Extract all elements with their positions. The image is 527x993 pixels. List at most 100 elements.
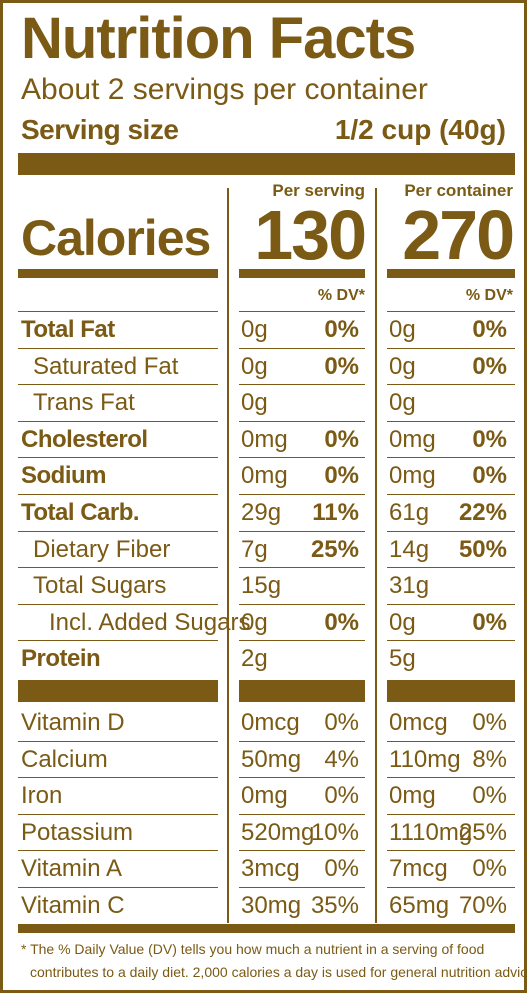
container-dv: 0% — [472, 352, 507, 380]
container-amount: 110mg — [389, 745, 461, 773]
row-separator — [18, 384, 218, 386]
row-separator — [387, 640, 515, 642]
row-separator — [18, 777, 218, 779]
container-amount: 0mg — [389, 425, 436, 453]
container-dv: 0% — [472, 425, 507, 453]
nutrient-name: Total Sugars — [33, 572, 167, 600]
container-amount: 61g — [389, 499, 430, 526]
servings-per-container: About 2 servings per container — [21, 73, 428, 106]
row-separator — [239, 384, 365, 386]
column-divider-right — [375, 188, 377, 923]
serving-dv: 10% — [310, 818, 359, 846]
row-separator — [387, 457, 515, 459]
dv-header-serving: % DV* — [317, 287, 365, 304]
serving-dv: 0% — [324, 855, 359, 883]
container-amount: 0g — [389, 352, 416, 380]
row-separator — [18, 530, 218, 532]
container-amount: 0mg — [389, 782, 436, 810]
serving-size-value: 1/2 cup (40g) — [334, 114, 506, 145]
container-dv: 0% — [472, 855, 507, 883]
row-separator — [239, 813, 365, 815]
serving-dv: 0% — [324, 608, 359, 636]
serving-amount: 0g — [241, 608, 268, 636]
container-dv: 0% — [472, 316, 507, 343]
nutrient-name: Protein — [21, 645, 101, 673]
nutrient-name: Dietary Fiber — [33, 535, 171, 563]
serving-amount: 0g — [241, 352, 268, 380]
serving-dv: 0% — [324, 316, 359, 343]
serving-amount: 15g — [241, 572, 282, 600]
serving-amount: 0g — [241, 389, 268, 417]
row-separator — [387, 887, 515, 888]
container-dv: 0% — [472, 462, 507, 490]
nutrient-name: Total Carb. — [21, 499, 140, 526]
serving-amount: 3mcg — [241, 855, 300, 883]
row-separator — [239, 740, 365, 742]
container-amount: 0g — [389, 608, 416, 636]
row-separator — [239, 420, 365, 422]
container-dv: 8% — [472, 745, 507, 773]
calories-bar-name — [18, 269, 218, 278]
serving-amount: 0mg — [241, 462, 288, 490]
container-dv: 70% — [458, 892, 507, 919]
row-separator — [387, 311, 515, 312]
serving-amount: 7g — [241, 535, 268, 563]
nutrient-name: Iron — [21, 782, 63, 810]
serving-amount: 2g — [241, 645, 268, 673]
row-separator — [239, 887, 365, 888]
row-separator — [239, 347, 365, 349]
serving-amount: 50mg — [241, 745, 302, 773]
container-dv: 50% — [458, 535, 507, 563]
row-separator — [18, 887, 218, 888]
serving-amount: 0mg — [241, 782, 288, 810]
row-separator — [387, 420, 515, 422]
serving-dv: 0% — [324, 352, 359, 380]
per-serving-header: Per serving — [272, 181, 365, 200]
nutrient-name: Incl. Added Sugars — [49, 608, 251, 636]
row-separator — [239, 777, 365, 779]
serving-dv: 0% — [324, 425, 359, 453]
container-amount: 1110mg — [389, 818, 473, 846]
vitamin-bar-serving — [239, 680, 365, 702]
dv-header-container: % DV* — [465, 287, 513, 304]
serving-size-label: Serving size — [21, 114, 179, 145]
vitamin-bar-name — [18, 680, 218, 702]
nutrient-name: Sodium — [21, 462, 107, 490]
calories-label: Calories — [21, 210, 211, 266]
row-separator — [18, 603, 218, 605]
row-separator — [239, 494, 365, 495]
nutrient-name: Calcium — [21, 745, 108, 773]
container-amount: 0mg — [389, 462, 436, 490]
container-amount: 14g — [389, 535, 430, 563]
serving-amount: 0g — [241, 316, 268, 343]
label-title: Nutrition Facts — [21, 6, 416, 71]
row-separator — [239, 850, 365, 852]
nutrient-name: Vitamin A — [21, 855, 122, 883]
row-separator — [387, 530, 515, 532]
row-separator — [387, 740, 515, 742]
row-separator — [239, 567, 365, 569]
footnote-line-1: * The % Daily Value (DV) tells you how m… — [21, 941, 485, 957]
row-separator — [387, 347, 515, 349]
row-separator — [387, 603, 515, 605]
row-separator — [18, 457, 218, 459]
row-separator — [239, 311, 365, 312]
container-amount: 0g — [389, 389, 416, 417]
serving-dv: 0% — [324, 462, 359, 490]
row-separator — [18, 850, 218, 852]
calories-per-container: 270 — [402, 196, 515, 274]
serving-amount: 520mg — [241, 818, 315, 846]
nutrient-name: Saturated Fat — [33, 352, 179, 380]
nutrient-name: Trans Fat — [33, 389, 135, 417]
container-amount: 65mg — [389, 892, 450, 919]
calories-bar-serving — [239, 269, 365, 278]
serving-amount: 0mg — [241, 425, 288, 453]
row-separator — [387, 567, 515, 569]
row-separator — [18, 494, 218, 495]
container-amount: 0g — [389, 316, 416, 343]
nutrient-name: Potassium — [21, 818, 134, 846]
row-separator — [18, 347, 218, 349]
container-dv: 22% — [458, 499, 507, 526]
row-separator — [387, 777, 515, 779]
serving-dv: 25% — [310, 535, 359, 563]
